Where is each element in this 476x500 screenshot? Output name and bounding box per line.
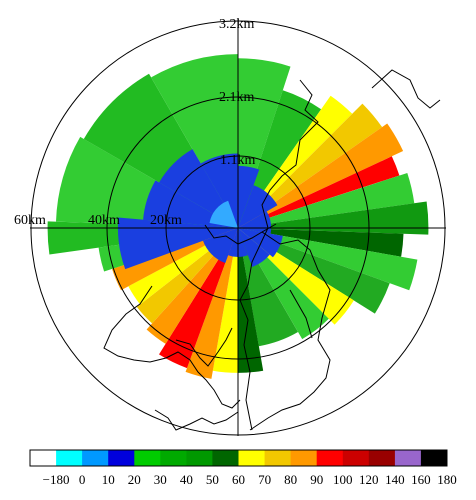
colorbar-tick-label: 10 xyxy=(102,472,115,487)
colorbar-tick-label: 70 xyxy=(258,472,271,487)
colorbar-cell xyxy=(368,450,396,466)
colorbar-tick-label: 30 xyxy=(154,472,167,487)
colorbar-tick-label: 50 xyxy=(206,472,219,487)
colorbar-cell xyxy=(264,450,292,466)
reflectivity-sector-14 xyxy=(238,228,264,373)
reflectivity-sector-17 xyxy=(159,228,238,369)
colorbar-tick-label: 40 xyxy=(180,472,193,487)
colorbar-cell xyxy=(134,450,161,466)
colorbar-cell xyxy=(342,450,370,466)
crosshair-axes xyxy=(30,20,446,436)
ring-label-outer: 3.2km xyxy=(219,17,255,32)
colorbar-cell xyxy=(186,450,213,466)
ring-label-left-middle: 40km xyxy=(88,213,120,228)
colorbar-tick-label: 60 xyxy=(232,472,245,487)
colorbar-tick-label: 160 xyxy=(411,472,431,487)
reflectivity-sector-15 xyxy=(212,228,238,373)
colorbar-cell xyxy=(420,450,448,466)
colorbar-tick-label: 120 xyxy=(359,472,379,487)
ring-label-second: 2.1km xyxy=(219,90,255,105)
blue-core-sector-7 xyxy=(117,217,238,270)
reflectivity-sector-5 xyxy=(238,156,400,228)
blue-core-sector-1 xyxy=(238,185,278,228)
ring-label-left-inner: 20km xyxy=(150,213,182,228)
blue-core-sector-0 xyxy=(238,165,260,228)
reflectivity-sector-6 xyxy=(238,173,415,228)
colorbar-tick-label: 80 xyxy=(284,472,297,487)
blue-core-sector-3 xyxy=(238,228,283,258)
colorbar-cell xyxy=(82,450,109,466)
ring-label-third: 1.1km xyxy=(220,153,256,168)
cyan-core xyxy=(209,200,238,228)
colorbar-cell xyxy=(108,450,135,466)
reflectivity-sector-4 xyxy=(238,123,404,228)
colorbar-tick-label: 180 xyxy=(437,472,457,487)
colorbar-cell xyxy=(290,450,318,466)
colorbar-tick-label: 90 xyxy=(310,472,323,487)
colorbar-cell xyxy=(316,450,344,466)
colorbar-tick-label: 0 xyxy=(79,472,86,487)
colorbar-cell xyxy=(160,450,187,466)
reflectivity-sector-16 xyxy=(185,228,238,379)
colorbar-tick-label: 100 xyxy=(333,472,353,487)
color-bar: −180 0 10 20 30 40 50 60 70 80 90 100 120 140 160 180 xyxy=(29,449,457,487)
blue-core-sector-6 xyxy=(203,228,238,263)
colorbar-cell xyxy=(238,450,266,466)
colorbar-cell xyxy=(394,450,422,466)
blue-core-sector-4 xyxy=(238,228,270,267)
reflectivity-sector-3 xyxy=(238,103,383,228)
reflectivity-sector-8 xyxy=(238,228,404,257)
colorbar-tick-label: −180 xyxy=(43,472,70,487)
colorbar-tick-label: 140 xyxy=(385,472,405,487)
reflectivity-sector-7 xyxy=(238,201,429,235)
colorbar-cell xyxy=(30,450,57,466)
colorbar-cell xyxy=(212,450,239,466)
cyan-core-sector-1 xyxy=(209,200,238,228)
colorbar-tick-label: 20 xyxy=(128,472,141,487)
ring-label-left-outer: 60km xyxy=(14,213,46,228)
colorbar-cell xyxy=(56,450,83,466)
